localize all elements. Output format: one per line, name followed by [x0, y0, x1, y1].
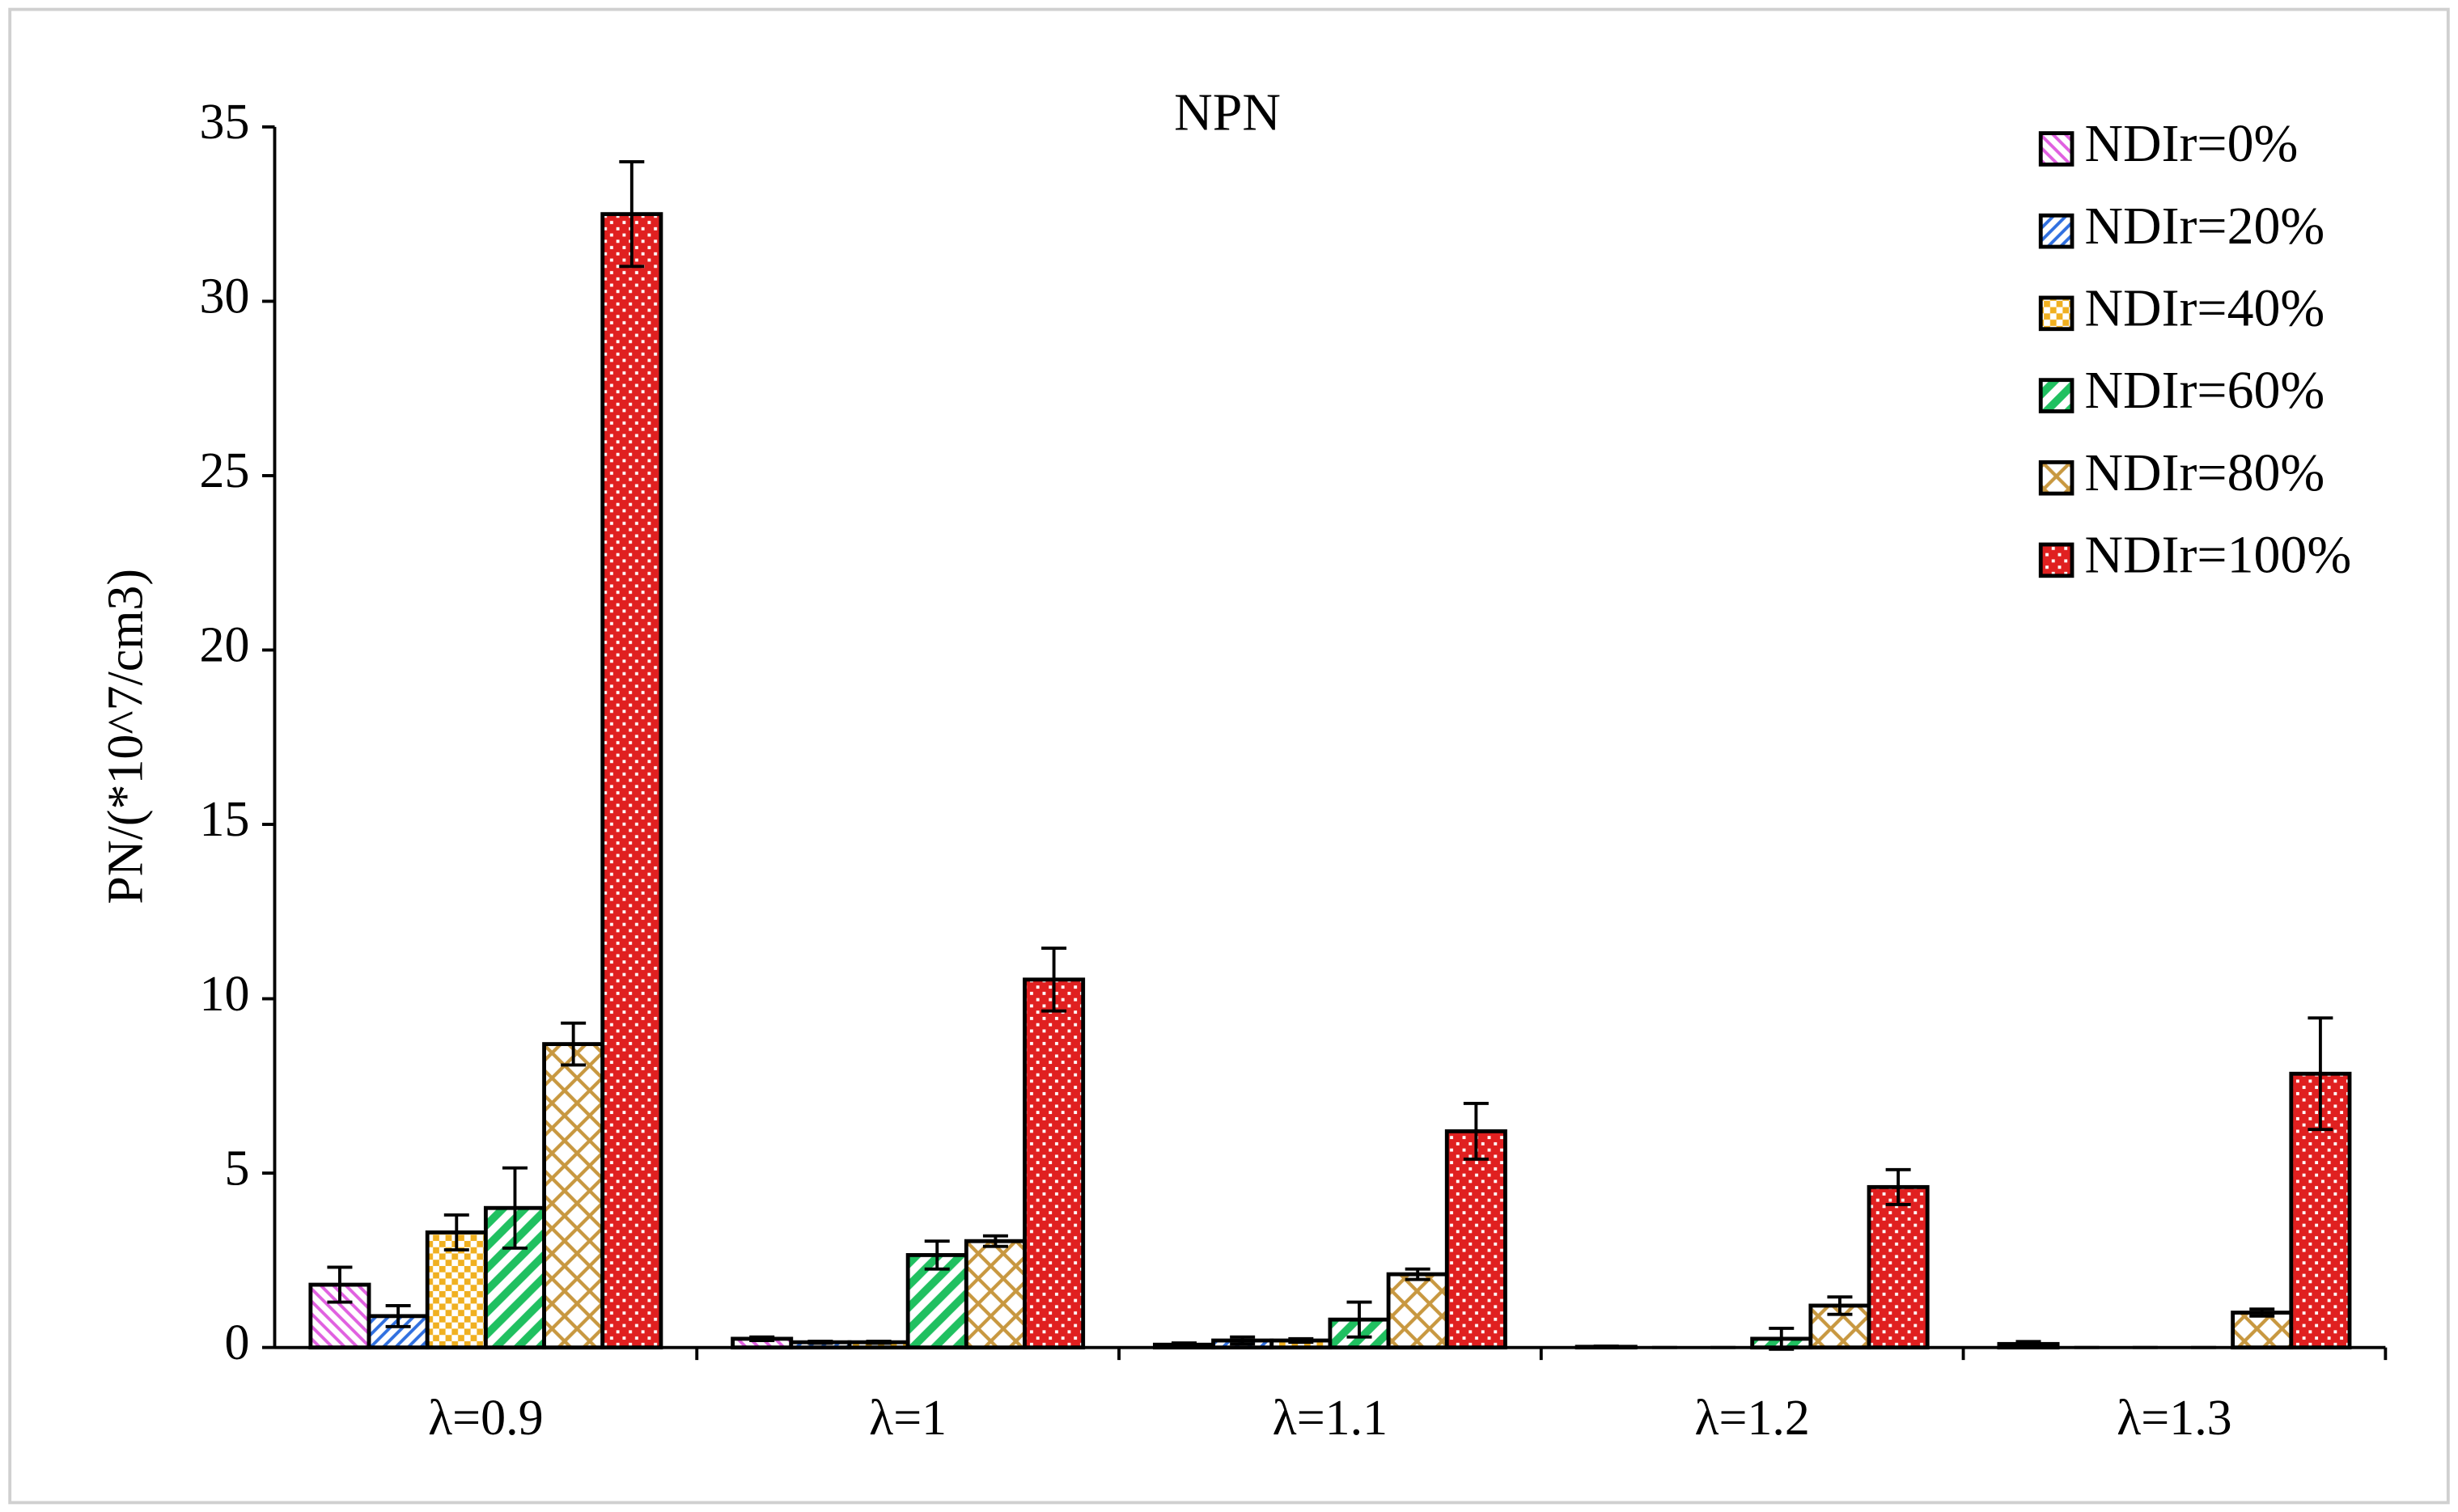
legend-swatch — [2038, 295, 2074, 332]
bar — [2231, 1311, 2294, 1350]
y-tick-label: 5 — [225, 1141, 250, 1196]
y-tick-label: 30 — [200, 269, 250, 324]
error-bar — [1593, 1344, 1619, 1349]
frame — [8, 7, 2450, 1505]
error-bar — [2308, 1016, 2333, 1132]
error-bar — [561, 1021, 587, 1067]
error-bar — [1885, 1167, 1911, 1206]
legend-swatch — [2038, 131, 2074, 167]
x-tick-label: λ=1.3 — [2117, 1391, 2231, 1446]
y-tick-label: 0 — [225, 1315, 250, 1370]
error-bar — [924, 1239, 950, 1271]
error-bar — [982, 1234, 1008, 1248]
y-tick-label: 10 — [200, 967, 250, 1022]
x-tick-label: λ=1 — [869, 1391, 947, 1446]
error-bar — [1463, 1101, 1489, 1161]
bar — [1867, 1184, 1930, 1350]
error-bar — [866, 1339, 892, 1345]
error-bar — [1230, 1335, 1256, 1346]
error-bar — [749, 1335, 775, 1342]
error-bar — [1346, 1300, 1372, 1339]
error-bar — [1405, 1267, 1430, 1281]
bar — [542, 1042, 605, 1350]
error-bar — [502, 1166, 528, 1250]
legend-label: NDIr=40% — [2084, 278, 2325, 337]
legend-label: NDIr=100% — [2084, 526, 2351, 585]
bar — [483, 1205, 546, 1350]
legend-label: NDIr=0% — [2084, 114, 2298, 173]
x-tick-label: λ=1.1 — [1273, 1391, 1388, 1446]
legend-swatch — [2038, 542, 2074, 578]
legend-swatch — [2038, 460, 2074, 496]
x-tick-label: λ=1.2 — [1694, 1391, 1809, 1446]
chart-title: NPN — [1174, 83, 1281, 142]
y-tick-label: 35 — [200, 95, 250, 150]
error-bar — [1288, 1336, 1314, 1345]
error-bar — [2015, 1340, 2041, 1349]
y-tick-label: 25 — [200, 443, 250, 498]
error-bar — [443, 1213, 469, 1252]
error-bar — [1827, 1295, 1853, 1316]
x-tick-label: λ=0.9 — [428, 1391, 543, 1446]
legend-label: NDIr=80% — [2084, 443, 2325, 502]
error-bar — [1769, 1326, 1795, 1351]
bar — [600, 212, 663, 1350]
bar — [1023, 977, 1086, 1350]
error-bar — [807, 1339, 833, 1345]
y-axis-label: PN/(*10^7/cm3) — [99, 569, 154, 904]
error-bar — [1171, 1341, 1197, 1349]
legend-label: NDIr=20% — [2084, 197, 2325, 256]
error-bar — [619, 160, 645, 269]
bar — [1444, 1129, 1507, 1350]
error-bar — [2249, 1307, 2275, 1318]
legend-swatch — [2038, 213, 2074, 249]
y-tick-label: 15 — [200, 792, 250, 847]
error-bar — [385, 1303, 411, 1328]
bar — [964, 1239, 1027, 1350]
error-bar — [1041, 947, 1067, 1013]
bar — [1386, 1272, 1449, 1350]
error-bar — [327, 1265, 353, 1304]
legend-swatch — [2038, 378, 2074, 413]
y-tick-label: 20 — [200, 618, 250, 673]
legend-label: NDIr=60% — [2084, 361, 2325, 420]
